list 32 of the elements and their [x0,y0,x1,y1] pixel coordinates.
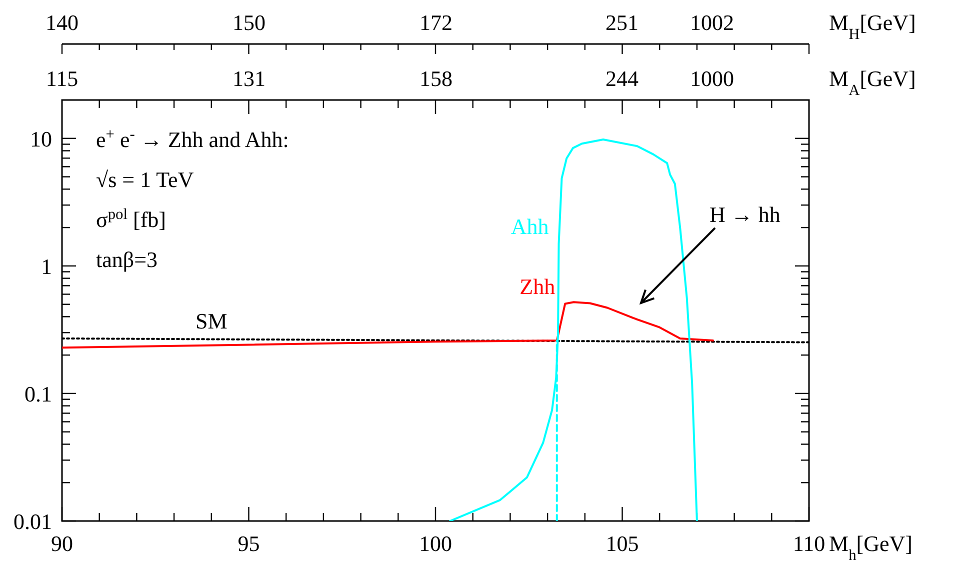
y-tick-label: 0.01 [14,509,52,534]
text: M$_{A}$[GeV] [829,66,916,98]
text: 244 [606,66,638,91]
annotation: H → hh [710,202,780,227]
y-tick-label: 1 [41,254,52,279]
text: 158 [420,66,452,91]
annotation: tanβ=3 [96,247,158,272]
text: 1002 [690,10,734,35]
text: M$_{H}$[GeV] [829,10,916,42]
series-label: SM [196,308,228,334]
text: 131 [232,66,266,91]
x-tick-label: 110 [792,531,826,556]
annotation: σ$^{pol}$ [fb] [96,206,166,232]
x-tick-label: 100 [419,531,452,556]
text: 251 [606,10,638,35]
text: 140 [46,10,78,35]
text: 172 [420,10,452,35]
y-tick-label: 0.1 [24,381,52,406]
line-series [449,138,698,521]
x-axis-title: M$_{h}$[GeV] [829,531,912,562]
line-series [62,301,714,349]
x-tick-label: 95 [238,531,260,556]
series-label: Ahh [510,214,549,239]
text: 150 [232,10,266,35]
x-tick-label: 105 [606,531,639,556]
annotation: e$^{+}$ e$^{-}$ → Zhh and Ahh: [96,126,289,152]
text: 115 [46,66,78,91]
y-tick-label: 10 [30,126,52,152]
text: 1000 [690,66,734,91]
x-tick-label: 90 [51,531,73,556]
annotation: √s = 1 TeV [96,167,194,192]
series-label: Zhh [520,274,556,299]
